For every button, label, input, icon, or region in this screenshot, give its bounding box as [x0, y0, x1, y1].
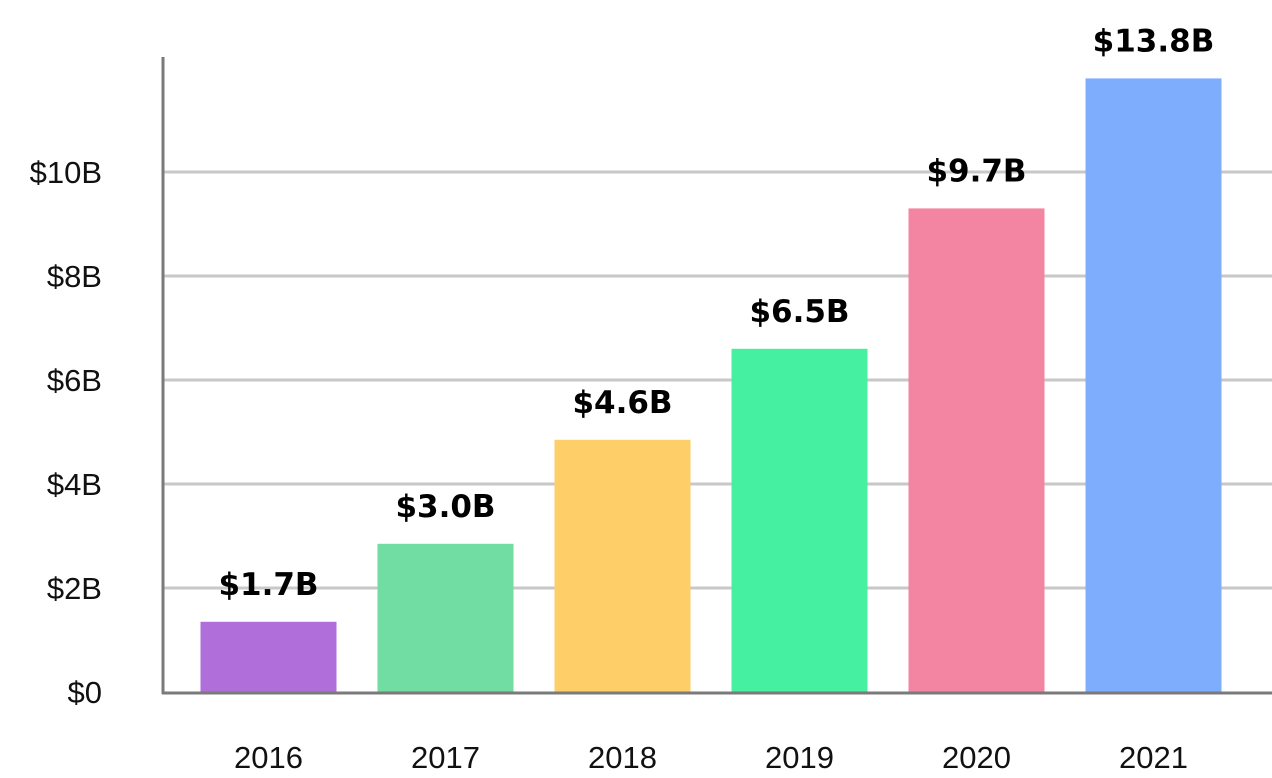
data-label: $13.8B: [1093, 23, 1215, 59]
bar: [1085, 78, 1222, 692]
axes: [161, 57, 1272, 695]
y-tick-label: $10B: [30, 155, 102, 190]
bar: [731, 348, 868, 692]
data-label: $9.7B: [926, 153, 1026, 189]
x-tick-label: 2018: [588, 740, 657, 775]
y-tick-label: $8B: [47, 259, 102, 294]
x-tick-label: 2021: [1119, 740, 1188, 775]
bar: [908, 208, 1045, 692]
y-tick-label: $4B: [47, 467, 102, 502]
y-tick-label: $2B: [47, 571, 102, 606]
data-label: $1.7B: [218, 567, 318, 603]
x-axis-tick-labels: 2016 2017 2018 2019 2020 2021: [234, 740, 1188, 775]
data-label: $3.0B: [395, 489, 495, 525]
bars: [200, 78, 1222, 692]
y-tick-label: $6B: [47, 363, 102, 398]
bar: [554, 439, 691, 692]
bar: [377, 543, 514, 692]
y-axis-tick-labels: $0 $2B $4B $6B $8B $10B: [30, 155, 102, 710]
x-tick-label: 2016: [234, 740, 303, 775]
x-tick-label: 2020: [942, 740, 1011, 775]
bar: [200, 621, 337, 692]
data-label: $4.6B: [572, 385, 672, 421]
x-tick-label: 2017: [411, 740, 480, 775]
data-labels: $1.7B $3.0B $4.6B $6.5B $9.7B $13.8B: [218, 23, 1214, 602]
x-tick-label: 2019: [765, 740, 834, 775]
data-label: $6.5B: [749, 294, 849, 330]
y-tick-label: $0: [68, 675, 102, 710]
